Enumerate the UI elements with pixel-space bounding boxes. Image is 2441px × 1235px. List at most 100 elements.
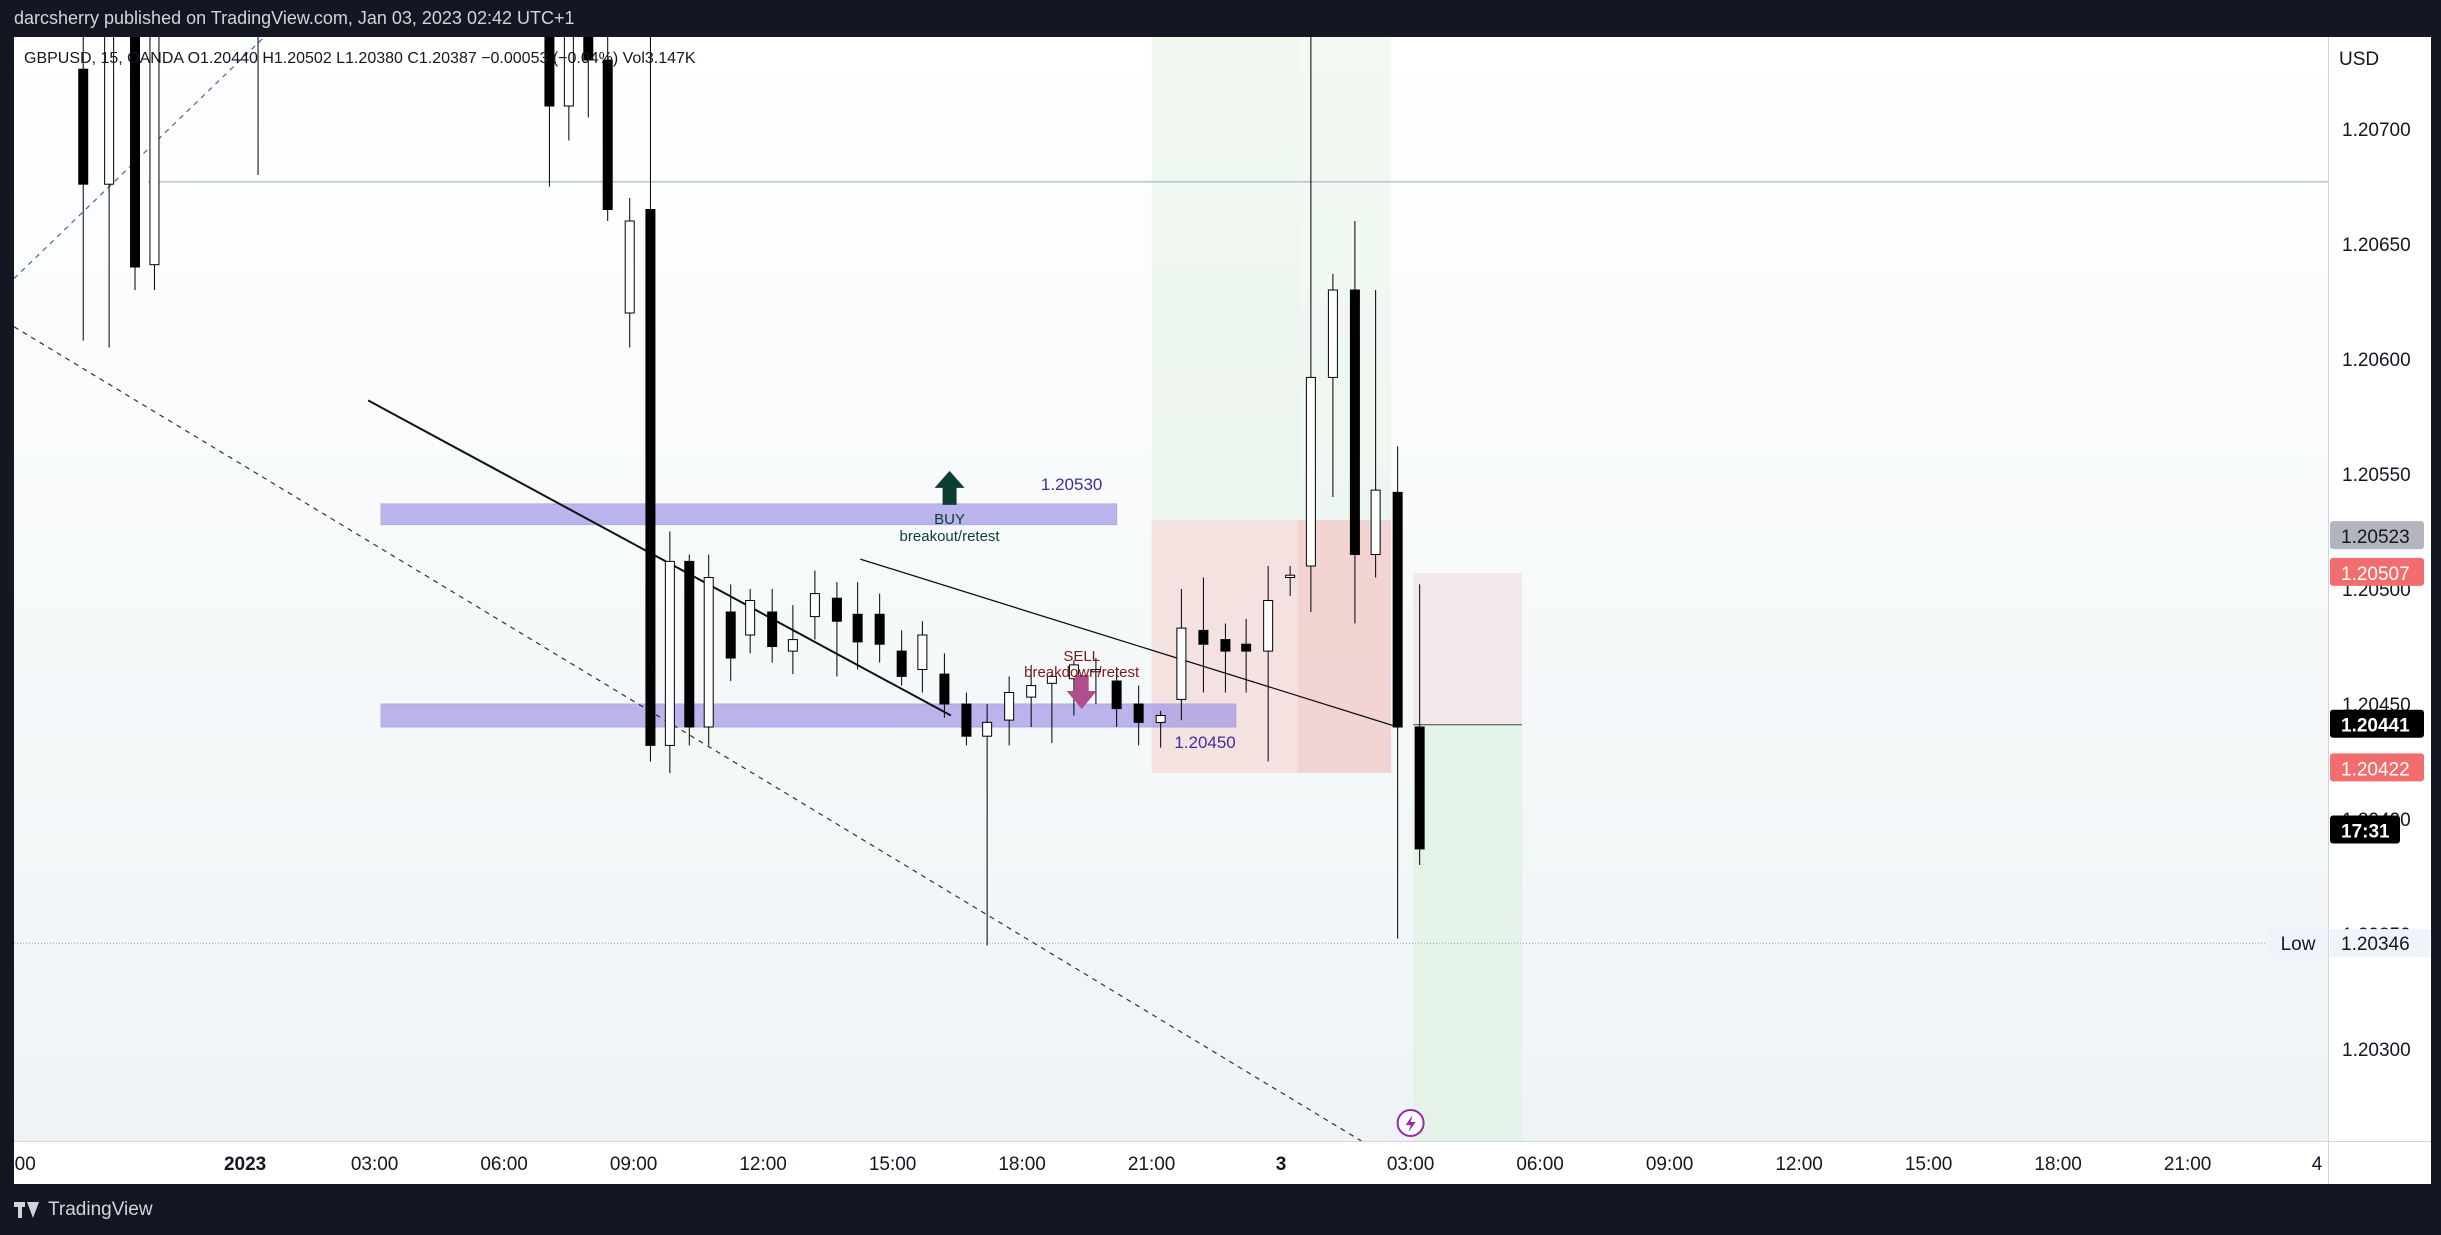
time-tick-1: 2023 <box>224 1154 266 1175</box>
candle-body-up <box>787 639 798 652</box>
candle-body-up <box>1068 664 1079 680</box>
candle-body-up <box>1026 685 1037 698</box>
candle-16 <box>767 589 778 663</box>
lightning-glyph-icon <box>1405 1115 1416 1132</box>
price-tick-8: 1.20300 <box>2342 1040 2411 1061</box>
time-tick-0: 18:00 <box>14 1154 36 1175</box>
buy-arrow-icon <box>934 470 965 505</box>
price-tag-bg-2 <box>2330 709 2424 738</box>
candle-body-down <box>896 650 907 677</box>
time-tick-17: 4 <box>2312 1154 2323 1175</box>
price-tick-2: 1.20600 <box>2342 350 2411 371</box>
time-axis-svg: 18:00 2023 03:00 06:00 09:00 12:00 15:00 18:00 2… <box>0 1154 2323 1175</box>
candle-body-up <box>563 0 574 107</box>
time-axis[interactable]: 18:00 2023 03:00 06:00 09:00 12:00 15:00 18:00 2… <box>0 1141 2328 1185</box>
candle-body-down <box>961 703 972 737</box>
publish-header: darcsherry published on TradingView.com,… <box>0 0 2441 37</box>
candle-31 <box>1090 658 1101 704</box>
candle-12 <box>684 554 695 746</box>
tradingview-logo[interactable]: TradingView <box>14 1198 153 1222</box>
candle-20 <box>852 582 863 670</box>
time-tick-11: 06:00 <box>1516 1154 1564 1175</box>
candle-45 <box>1392 446 1403 939</box>
sell-text: breakdown/retest <box>1024 664 1140 681</box>
time-tick-2: 03:00 <box>351 1154 399 1175</box>
candle-body-down <box>1198 629 1209 645</box>
price-tag-bg-1 <box>2330 557 2424 586</box>
candle-body-down <box>130 36 141 268</box>
candle-body-down <box>725 611 736 659</box>
candle-body-down <box>78 68 89 185</box>
candle-body-up <box>1004 692 1015 721</box>
chart-pane[interactable]: 1.20530 1.20450 BUY breakout/retest SELL brea… <box>13 0 2328 1142</box>
candle-11 <box>664 531 675 773</box>
candle-27 <box>1004 676 1015 746</box>
candle-body-down <box>602 59 613 210</box>
candle-2 <box>130 0 141 290</box>
time-tick-14: 15:00 <box>1905 1154 1953 1175</box>
price-tick-0: 1.20700 <box>2342 120 2411 141</box>
price-tag-bg-0 <box>2330 521 2424 550</box>
candle-1 <box>104 14 115 348</box>
candle-body-down <box>874 613 885 645</box>
price-axis[interactable]: USD 1.20700 1.20650 1.20600 1.20550 1.20500 1.… <box>2328 37 2431 1141</box>
candle-26 <box>982 704 993 946</box>
time-tick-9: 3 <box>1276 1154 1287 1175</box>
candle-14 <box>725 584 736 681</box>
candle-23 <box>917 621 928 693</box>
candle-body-down <box>1392 491 1403 728</box>
price-tag-0: 1.20523 <box>2341 527 2410 548</box>
candle-19 <box>831 582 842 677</box>
candle-body-down <box>1220 639 1231 652</box>
candle-28 <box>1026 664 1037 727</box>
candle-body-down <box>767 611 778 647</box>
low-tag-bg <box>2330 929 2430 958</box>
candle-body-down <box>684 560 695 728</box>
footer-brand: TradingView <box>48 1199 153 1220</box>
footer: TradingView <box>0 1184 2441 1235</box>
candle-body-up <box>982 721 993 737</box>
candle-body-down <box>1414 726 1425 850</box>
candle-37 <box>1220 623 1231 693</box>
tradingview-icon <box>14 1202 40 1218</box>
candle-35 <box>1176 589 1187 721</box>
price-tag-3: 1.20422 <box>2341 759 2410 780</box>
candle-34 <box>1155 710 1166 748</box>
candle-body-down <box>852 613 863 643</box>
time-tick-15: 18:00 <box>2034 1154 2082 1175</box>
time-tick-3: 06:00 <box>480 1154 528 1175</box>
candle-body-up <box>917 634 928 670</box>
time-tick-6: 15:00 <box>869 1154 917 1175</box>
price-tag-bg-4 <box>2330 815 2400 844</box>
candle-body-up <box>1305 376 1316 567</box>
price-tag-bg-3 <box>2330 753 2424 782</box>
candle-body-up <box>745 600 756 636</box>
sell-label: SELL <box>1063 648 1100 665</box>
candle-body-up <box>1155 715 1166 723</box>
publish-line: darcsherry published on TradingView.com,… <box>14 8 575 28</box>
time-tick-4: 09:00 <box>610 1154 658 1175</box>
time-tick-16: 21:00 <box>2164 1154 2212 1175</box>
right-edge <box>2430 0 2441 1235</box>
support-zone <box>380 703 1237 728</box>
low-label: Low <box>2281 934 2316 955</box>
descending-trendline <box>367 399 952 717</box>
candle-0 <box>78 0 89 341</box>
time-tick-13: 12:00 <box>1775 1154 1823 1175</box>
candle-body-up <box>149 25 160 266</box>
position-target-zone <box>1413 724 1522 1141</box>
candle-24 <box>939 653 950 718</box>
candle-body-down <box>1111 680 1122 710</box>
candle-42 <box>1327 273 1338 497</box>
candle-38 <box>1241 618 1252 693</box>
low-value: 1.20346 <box>2341 934 2410 955</box>
candle-body-down <box>1133 703 1144 723</box>
level-label-support: 1.20450 <box>1174 733 1235 752</box>
candle-43 <box>1349 221 1360 624</box>
candle-body-up <box>809 593 820 618</box>
candle-9 <box>624 198 635 348</box>
candle-body-up <box>703 577 714 728</box>
candle-46 <box>1414 584 1425 865</box>
level-label-resistance: 1.20530 <box>1041 475 1102 494</box>
